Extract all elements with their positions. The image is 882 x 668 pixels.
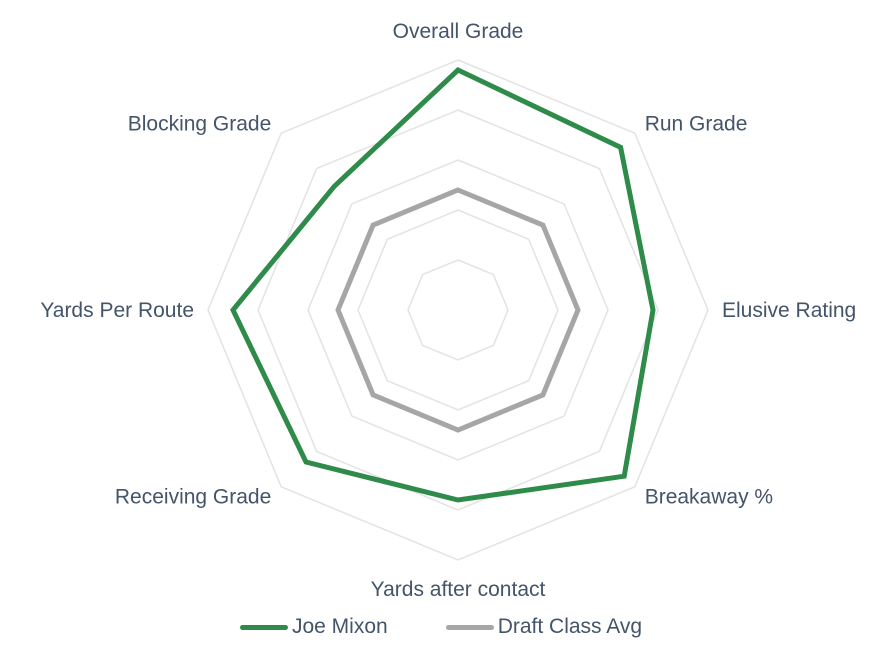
legend: Joe Mixon Draft Class Avg	[0, 612, 882, 642]
grid-ring-1	[407, 259, 509, 361]
legend-item-joe-mixon[interactable]: Joe Mixon	[239, 615, 388, 639]
axis-label-receiving-grade: Receiving Grade	[115, 486, 271, 509]
grid-ring-5	[207, 59, 709, 561]
radar-series-layer	[230, 67, 656, 503]
grid-ring-4	[257, 109, 659, 511]
axis-label-elusive-rating: Elusive Rating	[722, 299, 856, 322]
axis-label-blocking-grade: Blocking Grade	[128, 112, 272, 135]
grid-ring-3	[307, 159, 609, 461]
axis-label-overall-grade: Overall Grade	[393, 20, 524, 43]
axis-label-yards-after-contact: Yards after contact	[371, 578, 546, 601]
axis-labels: Overall Grade Run Grade Elusive Rating Brea…	[40, 20, 856, 601]
radar-grid	[207, 59, 709, 561]
axis-label-breakaway: Breakaway %	[645, 486, 773, 509]
legend-swatch-joe-mixon	[239, 624, 288, 630]
axis-label-yards-per-route: Yards Per Route	[40, 299, 194, 322]
axis-label-run-grade: Run Grade	[645, 112, 748, 135]
grid-ring-2	[357, 209, 559, 411]
legend-item-draft-class-avg[interactable]: Draft Class Avg	[445, 615, 643, 639]
legend-label-joe-mixon: Joe Mixon	[291, 615, 388, 638]
legend-swatch-draft-class-avg	[445, 624, 494, 630]
legend-label-draft-class-avg: Draft Class Avg	[497, 615, 643, 638]
series-line-draft-class-avg	[335, 187, 581, 433]
series-line-joe-mixon	[230, 67, 656, 503]
